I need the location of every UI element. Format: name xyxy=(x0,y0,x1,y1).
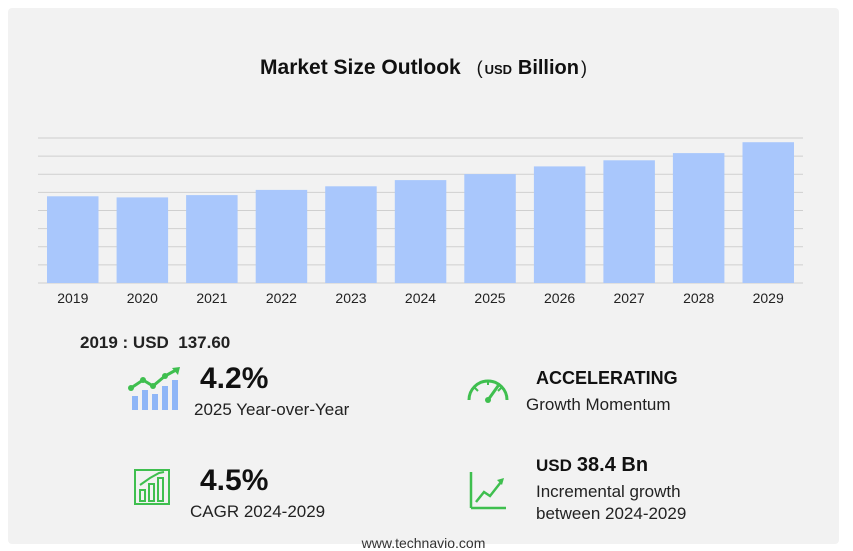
x-tick-label: 2019 xyxy=(57,290,88,306)
incremental-label-line1: Incremental growth xyxy=(536,482,681,501)
bar-2024[interactable] xyxy=(394,180,447,284)
cagr-label: CAGR 2024-2029 xyxy=(190,502,326,521)
footer-site-link[interactable]: www.technavio.com xyxy=(361,535,486,551)
unit-open-paren: ( xyxy=(476,58,483,78)
yoy-label: 2025 Year-over-Year xyxy=(194,400,350,419)
bar-2027[interactable] xyxy=(603,160,655,283)
bar-chart: 2019 2020 2021 2022 2023 2024 2025 2026 2027 2028… xyxy=(38,137,803,306)
bar-2028[interactable] xyxy=(672,153,725,283)
x-tick-label: 2029 xyxy=(753,290,784,306)
momentum-value: ACCELERATING xyxy=(536,368,678,388)
incremental-label-line2: between 2024-2029 xyxy=(536,504,687,523)
x-tick-label: 2027 xyxy=(614,290,645,306)
speedometer-icon xyxy=(467,379,509,403)
bar-chart-icon xyxy=(134,469,170,505)
x-tick-label: 2028 xyxy=(683,290,714,306)
chart-title-main: Market Size Outlook xyxy=(260,56,461,79)
incremental-value: USD 38.4 Bn xyxy=(536,454,648,477)
bar-2022[interactable] xyxy=(255,189,308,283)
line-chart-icon xyxy=(469,472,506,510)
x-tick-label: 2022 xyxy=(266,290,297,306)
chart-card: Market Size Outlook (USD Billion) 2019 20… xyxy=(8,8,839,551)
chart-title: Market Size Outlook (USD Billion) xyxy=(8,56,839,80)
unit-currency: USD xyxy=(484,62,513,77)
bar-2019[interactable] xyxy=(47,196,99,283)
x-tick-label: 2026 xyxy=(544,290,575,306)
incremental-currency: USD xyxy=(536,456,572,475)
base-year-value: 2019 : USD 137.60 xyxy=(80,333,231,352)
x-tick-label: 2023 xyxy=(335,290,366,306)
x-tick-label: 2021 xyxy=(196,290,227,306)
bar-2025[interactable] xyxy=(464,174,516,283)
unit-word: Billion xyxy=(517,57,579,79)
incremental-amount: 38.4 Bn xyxy=(576,454,649,476)
bar-2023[interactable] xyxy=(325,186,377,283)
bar-2020[interactable] xyxy=(116,197,169,283)
momentum-label: Growth Momentum xyxy=(526,395,671,414)
growth-bars-icon xyxy=(128,367,180,410)
cagr-value: 4.5% xyxy=(200,464,269,497)
unit-close-paren: ) xyxy=(580,58,587,78)
bar-2029[interactable] xyxy=(742,142,795,283)
x-tick-label: 2024 xyxy=(405,290,436,306)
bar-2026[interactable] xyxy=(533,166,586,283)
x-tick-label: 2020 xyxy=(127,290,158,306)
x-tick-label: 2025 xyxy=(474,290,505,306)
bar-2021[interactable] xyxy=(186,195,238,283)
yoy-value: 4.2% xyxy=(200,362,269,395)
